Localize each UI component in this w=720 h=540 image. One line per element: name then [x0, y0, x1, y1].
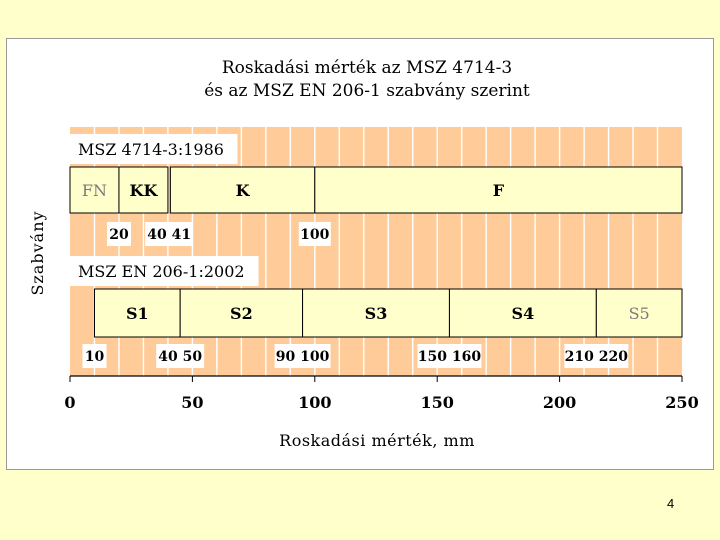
x-tick-label: 50	[181, 393, 203, 412]
class-label: KK	[130, 181, 159, 200]
class-bar	[448, 288, 597, 338]
standard-name-box	[70, 256, 259, 286]
standard-name-box	[70, 134, 238, 164]
class-bar	[169, 166, 316, 214]
boundary-label: 20	[109, 227, 129, 243]
class-label: S4	[512, 304, 535, 323]
boundary-label-box	[298, 222, 331, 246]
boundary-label: 40 41	[147, 227, 191, 243]
boundary-label: 100	[300, 227, 329, 243]
boundary-label: 90 100	[276, 349, 330, 365]
boundary-label: 10	[85, 349, 105, 365]
plot-background	[70, 127, 682, 376]
standard-name: MSZ EN 206-1:2002	[78, 262, 245, 281]
class-bar	[93, 288, 181, 338]
class-bar	[118, 166, 169, 214]
class-label: S1	[126, 304, 149, 323]
class-bar	[314, 166, 683, 214]
x-tick-label: 200	[543, 393, 576, 412]
boundary-label-box	[156, 344, 205, 368]
class-label: F	[493, 181, 505, 200]
boundary-label: 150 160	[418, 349, 482, 365]
class-label: K	[236, 181, 251, 200]
x-axis-label: Roskadási mérték, mm	[279, 431, 475, 450]
class-label: S5	[629, 304, 650, 323]
boundary-label: 210 220	[565, 349, 629, 365]
chart-title-line-2: és az MSZ EN 206-1 szabvány szerint	[204, 81, 530, 101]
x-tick-label: 100	[298, 393, 331, 412]
boundary-label-box	[274, 344, 331, 368]
slump-class-chart: Roskadási mérték az MSZ 4714-3 és az MSZ…	[28, 58, 699, 450]
class-label: S2	[230, 304, 253, 323]
y-axis-label: Szabvány	[28, 210, 47, 295]
class-label: FN	[82, 181, 107, 200]
class-bar	[179, 288, 304, 338]
x-tick-label: 150	[420, 393, 453, 412]
x-tick-label: 250	[665, 393, 698, 412]
x-tick-label: 0	[64, 393, 75, 412]
boundary-label: 40 50	[158, 349, 202, 365]
chart-title-line-1: Roskadási mérték az MSZ 4714-3	[222, 58, 512, 78]
boundary-label-box	[564, 344, 629, 368]
standard-name: MSZ 4714-3:1986	[78, 140, 224, 159]
boundary-label-box	[417, 344, 482, 368]
class-bar	[302, 288, 450, 338]
class-label: S3	[365, 304, 388, 323]
page-number: 4	[667, 496, 675, 511]
boundary-label-box	[82, 344, 107, 368]
class-bar	[595, 288, 683, 338]
chart-frame: Roskadási mérték az MSZ 4714-3 és az MSZ…	[6, 38, 714, 470]
boundary-label-box	[106, 222, 131, 246]
boundary-label-box	[145, 222, 194, 246]
